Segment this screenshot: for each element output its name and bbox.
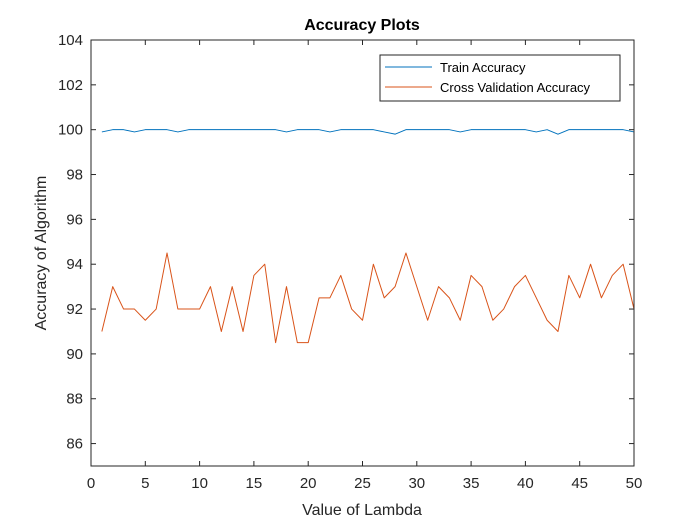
series-line-train-accuracy <box>101 129 635 135</box>
x-tick-label: 25 <box>354 475 371 492</box>
y-axis-label: Accuracy of Algorithm <box>33 176 50 331</box>
x-axis-label: Value of Lambda <box>302 502 422 519</box>
y-tick-label: 96 <box>66 211 83 228</box>
x-tick-label: 15 <box>246 475 263 492</box>
x-tick-label: 45 <box>571 475 588 492</box>
x-tick-label: 30 <box>408 475 425 492</box>
y-tick-label: 100 <box>58 122 83 139</box>
x-tick-label: 40 <box>517 475 534 492</box>
y-tick-label: 94 <box>66 256 83 273</box>
y-tick-label: 104 <box>58 32 83 49</box>
legend-label: Train Accuracy <box>440 60 526 75</box>
y-tick-label: 88 <box>66 391 83 408</box>
legend-label: Cross Validation Accuracy <box>440 80 591 95</box>
plot-area <box>91 40 634 466</box>
x-tick-label: 20 <box>300 475 317 492</box>
x-tick-label: 35 <box>463 475 480 492</box>
y-tick-label: 92 <box>66 301 83 318</box>
legend-box <box>379 54 621 102</box>
y-tick-label: 102 <box>58 77 83 94</box>
x-tick-label: 10 <box>191 475 208 492</box>
x-ticks: 0 5 10 15 20 25 30 35 40 45 50 <box>87 40 643 492</box>
series-line-cross-validation-accuracy <box>101 252 635 344</box>
y-tick-label: 90 <box>66 346 83 363</box>
x-tick-label: 5 <box>141 475 149 492</box>
x-tick-label: 50 <box>626 475 643 492</box>
x-tick-label: 0 <box>87 475 95 492</box>
series-layer <box>101 129 635 344</box>
y-tick-label: 86 <box>66 436 83 453</box>
legend: Train Accuracy Cross Validation Accuracy <box>379 54 621 102</box>
chart-title: Accuracy Plots <box>304 17 420 34</box>
y-tick-label: 98 <box>66 167 83 184</box>
plot-frame <box>90 39 635 467</box>
